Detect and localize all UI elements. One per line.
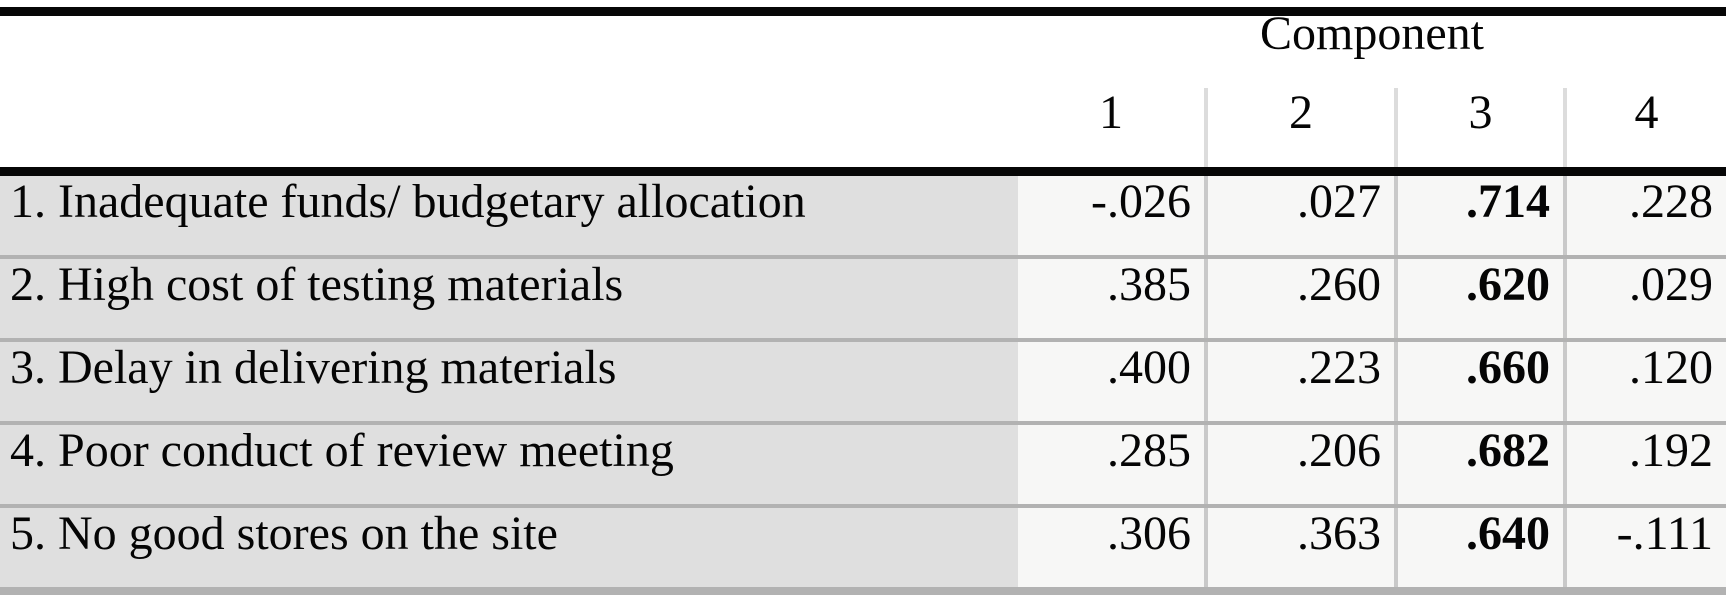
- value-cell: -.026: [1018, 176, 1204, 255]
- row-label: 3. Delay in delivering materials: [0, 342, 1018, 421]
- table-bottom-rule: [0, 587, 1726, 595]
- value-cell: .385: [1018, 259, 1204, 338]
- table-row: 5. No good stores on the site .306 .363 …: [0, 508, 1726, 587]
- row-label: 5. No good stores on the site: [0, 508, 1018, 587]
- column-header-1: 1: [1099, 86, 1123, 139]
- table-row: 1. Inadequate funds/ budgetary allocatio…: [0, 176, 1726, 255]
- value-cell-highlighted: .682: [1394, 425, 1563, 504]
- value-cell: .400: [1018, 342, 1204, 421]
- column-header-2: 2: [1204, 88, 1394, 167]
- value-cell: .285: [1018, 425, 1204, 504]
- value-cell: .029: [1563, 259, 1726, 338]
- value-cell: .120: [1563, 342, 1726, 421]
- component-number-header-row: 1 2 3 4: [1018, 88, 1726, 167]
- row-separator: [0, 504, 1726, 508]
- value-cell: .223: [1204, 342, 1394, 421]
- column-header-3: 3: [1394, 88, 1563, 167]
- row-separator: [0, 338, 1726, 342]
- value-cell-highlighted: .620: [1394, 259, 1563, 338]
- table-row: 2. High cost of testing materials .385 .…: [0, 259, 1726, 338]
- row-label: 1. Inadequate funds/ budgetary allocatio…: [0, 176, 1018, 255]
- row-label: 4. Poor conduct of review meeting: [0, 425, 1018, 504]
- table-row: 4. Poor conduct of review meeting .285 .…: [0, 425, 1726, 504]
- table-row: 3. Delay in delivering materials .400 .2…: [0, 342, 1726, 421]
- component-header-label: Component: [1260, 7, 1484, 60]
- row-separator: [0, 421, 1726, 425]
- value-cell-highlighted: .714: [1394, 176, 1563, 255]
- value-cell: .363: [1204, 508, 1394, 587]
- column-header-4: 4: [1563, 88, 1726, 167]
- row-label: 2. High cost of testing materials: [0, 259, 1018, 338]
- table-top-rule: [0, 7, 1726, 16]
- value-cell: .206: [1204, 425, 1394, 504]
- value-cell-highlighted: .640: [1394, 508, 1563, 587]
- value-cell: .192: [1563, 425, 1726, 504]
- value-cell: -.111: [1563, 508, 1726, 587]
- value-cell: .228: [1563, 176, 1726, 255]
- value-cell: .306: [1018, 508, 1204, 587]
- value-cell: .260: [1204, 259, 1394, 338]
- row-separator: [0, 255, 1726, 259]
- value-cell-highlighted: .660: [1394, 342, 1563, 421]
- value-cell: .027: [1204, 176, 1394, 255]
- header-divider-rule: [0, 167, 1726, 176]
- table-body: 1. Inadequate funds/ budgetary allocatio…: [0, 176, 1726, 587]
